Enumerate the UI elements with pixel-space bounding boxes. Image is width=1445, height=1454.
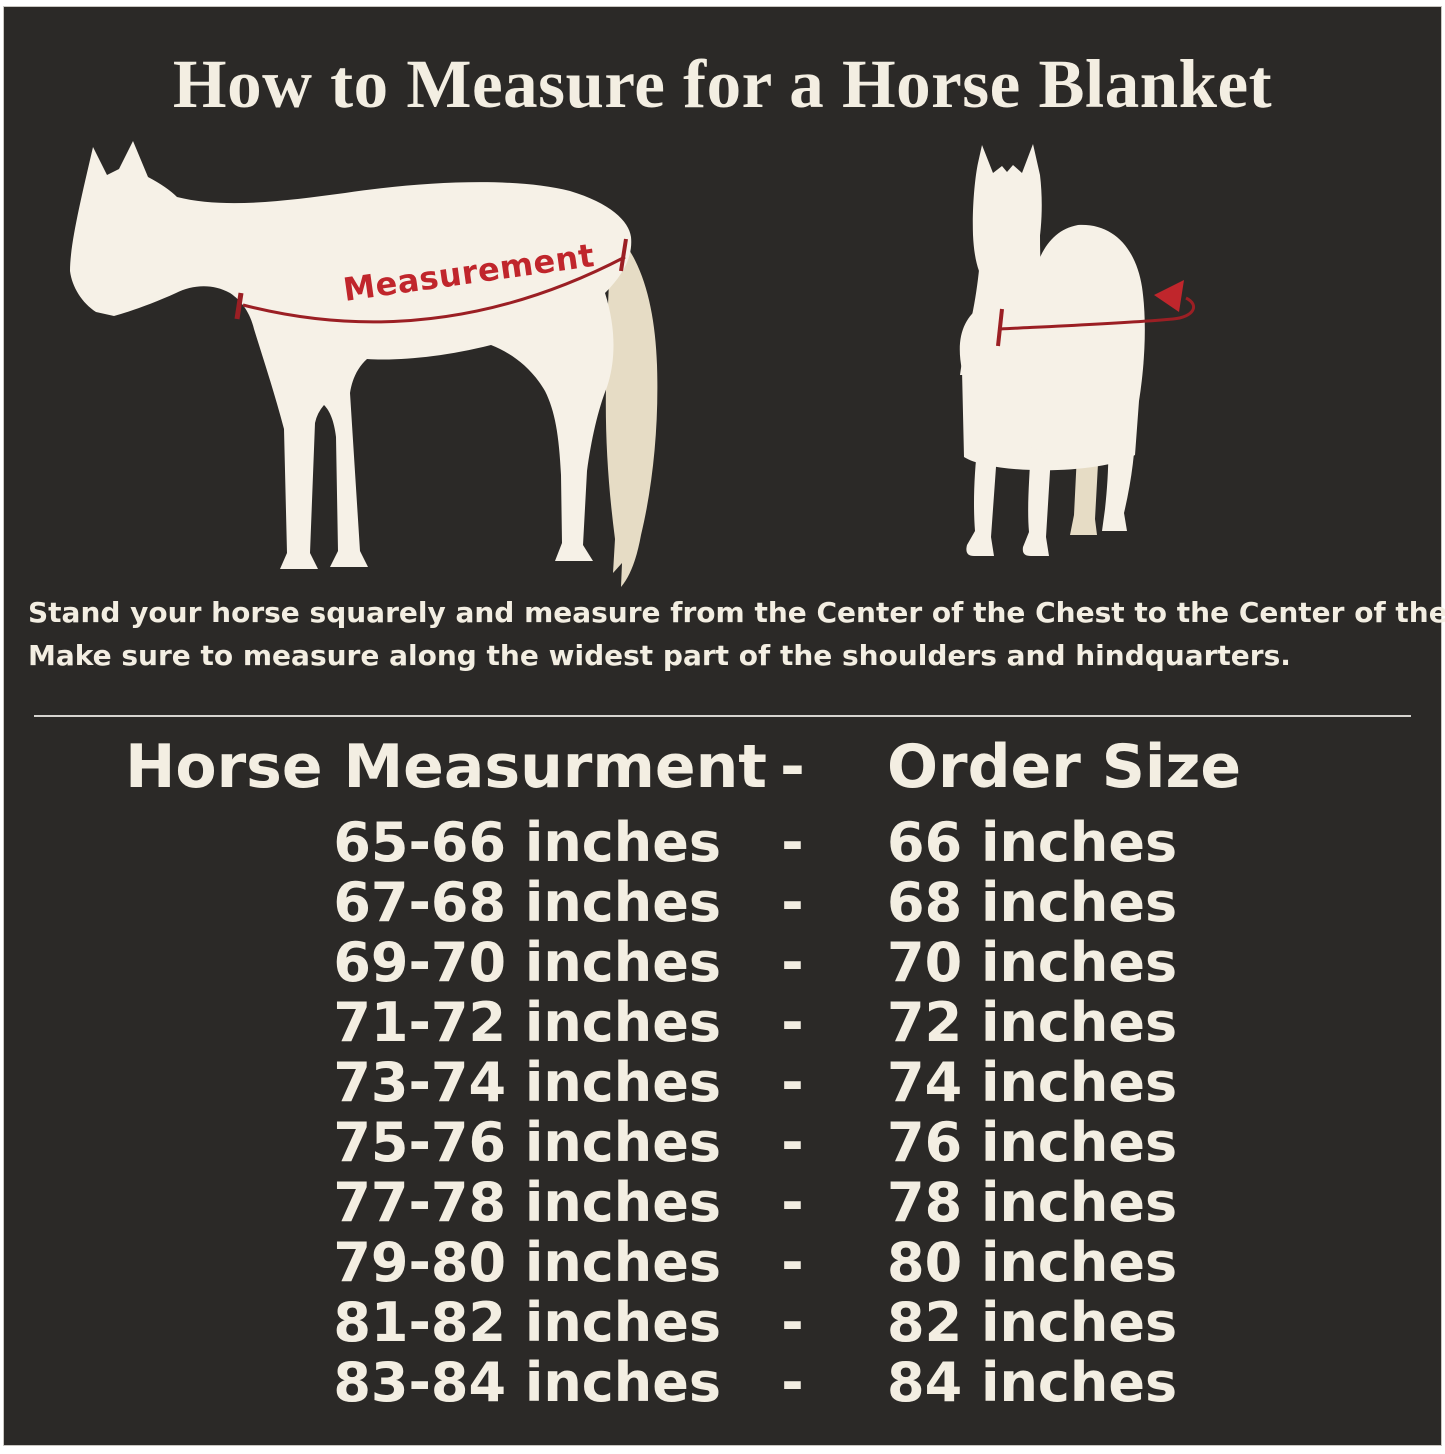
separator-cell: - (781, 991, 804, 1054)
table-row: 73-74 inches - 74 inches (4, 1053, 1441, 1113)
order-size-cell: 82 inches (887, 1291, 1178, 1354)
size-table-header: Horse Measurment - Order Size (4, 734, 1441, 800)
size-table-body: 65-66 inches - 66 inches 67-68 inches - … (4, 813, 1441, 1413)
horse-measurement-cell: 71-72 inches (333, 991, 721, 1054)
order-size-cell: 76 inches (887, 1111, 1178, 1174)
separator-cell: - (781, 1051, 804, 1114)
separator-cell: - (781, 1291, 804, 1354)
dark-panel: How to Measure for a Horse Blanket Measu… (3, 6, 1445, 1446)
table-row: 81-82 inches - 82 inches (4, 1293, 1441, 1353)
order-size-cell: 70 inches (887, 931, 1178, 994)
separator-cell: - (781, 871, 804, 934)
table-row: 75-76 inches - 76 inches (4, 1113, 1441, 1173)
measurement-start-tick (234, 292, 244, 320)
separator-cell: - (781, 931, 804, 994)
order-size-cell: 80 inches (887, 1231, 1178, 1294)
horse-measurement-cell: 83-84 inches (333, 1351, 721, 1414)
front-horse-illustration (959, 144, 1196, 556)
table-row: 71-72 inches - 72 inches (4, 993, 1441, 1053)
measurement-end-tick (619, 238, 628, 272)
instructions-line-2: Make sure to measure along the widest pa… (28, 639, 1291, 672)
horse-measurement-cell: 73-74 inches (333, 1051, 721, 1114)
order-size-cell: 74 inches (887, 1051, 1178, 1114)
order-size-cell: 72 inches (887, 991, 1178, 1054)
header-horse-measurement: Horse Measurment (125, 732, 767, 802)
order-size-cell: 84 inches (887, 1351, 1178, 1414)
horse-measurement-cell: 69-70 inches (333, 931, 721, 994)
girth-line (999, 296, 1196, 331)
horse-measurement-cell: 65-66 inches (333, 811, 721, 874)
girth-arrow-icon (1154, 280, 1184, 312)
order-size-cell: 66 inches (887, 811, 1178, 874)
horse-measurement-cell: 81-82 inches (333, 1291, 721, 1354)
header-separator: - (780, 732, 805, 802)
measurement-arc (242, 255, 626, 324)
separator-cell: - (781, 1351, 804, 1414)
table-row: 77-78 inches - 78 inches (4, 1173, 1441, 1233)
table-row: 83-84 inches - 84 inches (4, 1353, 1441, 1413)
separator-cell: - (781, 1231, 804, 1294)
divider (34, 715, 1411, 717)
front-right-leg (1022, 447, 1051, 556)
horse-torso (959, 224, 1145, 471)
table-row: 65-66 inches - 66 inches (4, 813, 1441, 873)
separator-cell: - (781, 1111, 804, 1174)
horse-tail (605, 231, 658, 587)
table-row: 67-68 inches - 68 inches (4, 873, 1441, 933)
horse-measurement-cell: 79-80 inches (333, 1231, 721, 1294)
instructions-text: Stand your horse squarely and measure fr… (28, 591, 1445, 677)
instructions-line-1: Stand your horse squarely and measure fr… (28, 596, 1445, 629)
front-left-leg (966, 440, 997, 556)
horse-measurement-cell: 75-76 inches (333, 1111, 721, 1174)
page-title: How to Measure for a Horse Blanket (172, 46, 1273, 122)
horse-measurement-cell: 67-68 inches (333, 871, 721, 934)
table-row: 69-70 inches - 70 inches (4, 933, 1441, 993)
horse-measurement-cell: 77-78 inches (333, 1171, 721, 1234)
order-size-cell: 78 inches (887, 1171, 1178, 1234)
order-size-cell: 68 inches (887, 871, 1178, 934)
table-row: 79-80 inches - 80 inches (4, 1233, 1441, 1293)
horse-silhouette (70, 141, 632, 569)
side-horse-illustration: Measurement (70, 141, 658, 587)
separator-cell: - (781, 811, 804, 874)
header-order-size: Order Size (887, 732, 1242, 802)
separator-cell: - (781, 1171, 804, 1234)
